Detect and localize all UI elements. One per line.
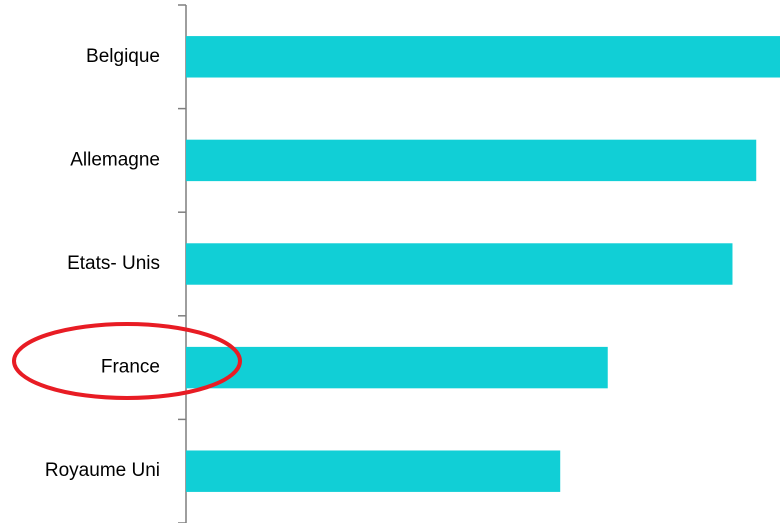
bar	[186, 243, 733, 285]
y-tick-label: Allemagne	[70, 149, 160, 170]
bar	[186, 36, 780, 78]
y-tick-label: Belgique	[86, 46, 160, 67]
y-tick-label: Etats- Unis	[67, 253, 160, 274]
bar	[186, 346, 608, 389]
y-tick-label: France	[101, 357, 160, 378]
bar	[186, 139, 757, 182]
bar	[186, 450, 561, 492]
highlight-ellipse	[12, 322, 242, 400]
y-tick-label: Royaume Uni	[45, 460, 160, 481]
